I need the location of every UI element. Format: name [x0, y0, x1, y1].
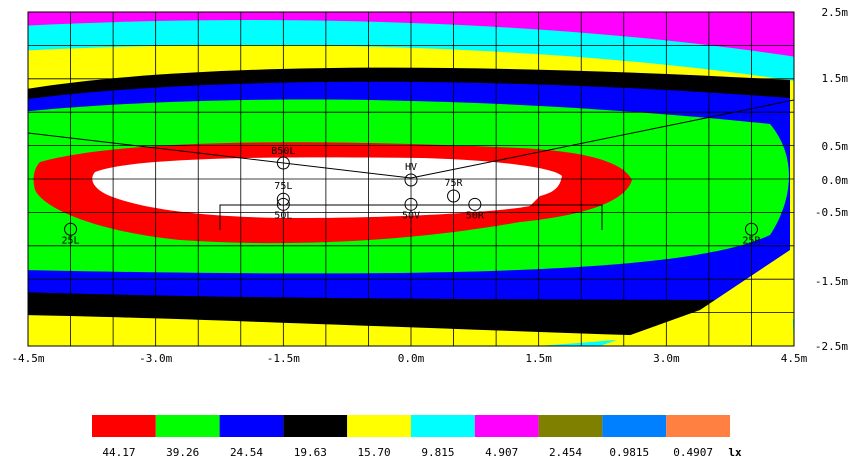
x-tick-label: 1.5m	[525, 352, 552, 365]
y-tick-label: 0.5m	[822, 140, 849, 153]
measurement-point-marker	[404, 197, 418, 211]
cutoff-right-rise-line	[499, 99, 794, 161]
measurement-point-marker	[64, 222, 78, 236]
legend-label: 4.907	[485, 446, 518, 459]
measurement-point-label: 75L	[274, 181, 292, 192]
y-axis-ticks: 2.5m 1.5m 0.5m 0.0m -0.5m -1.5m -2.5m	[815, 6, 848, 353]
x-tick-label: -1.5m	[267, 352, 300, 365]
measurement-point-marker	[276, 192, 290, 206]
zone-rectangle	[219, 204, 603, 230]
x-tick-label: 3.0m	[653, 352, 680, 365]
legend-swatch	[219, 415, 284, 437]
legend-unit: lx	[728, 446, 742, 459]
measurement-point-label: HV	[405, 162, 417, 173]
band-white	[92, 157, 562, 218]
legend-swatch	[474, 415, 539, 437]
legend-swatch	[538, 415, 603, 437]
measurement-point-label: 50R	[466, 210, 485, 221]
measurement-point-label: 75R	[445, 178, 464, 189]
legend-swatch	[347, 415, 411, 437]
band-yellow-lower-right	[600, 250, 794, 346]
legend-label: 9.815	[421, 446, 454, 459]
x-tick-label: 0.0m	[398, 352, 425, 365]
legend-swatch	[666, 415, 730, 437]
measurement-point-label: 25R	[742, 235, 761, 246]
grid-lines	[28, 12, 794, 346]
y-tick-label: 1.5m	[822, 72, 849, 85]
measurement-point-marker	[276, 197, 290, 211]
cutoff-right-line	[410, 159, 501, 179]
x-tick-label: 4.5m	[781, 352, 808, 365]
legend-swatch	[155, 415, 220, 437]
legend-label: 0.9815	[609, 446, 649, 459]
measurement-point-marker	[468, 197, 482, 211]
isolux-bands	[28, 12, 794, 346]
legend-label: 0.4907	[673, 446, 713, 459]
y-tick-label: -1.5m	[815, 275, 848, 288]
x-tick-label: -3.0m	[139, 352, 172, 365]
measurement-point-label: 50V	[402, 210, 420, 221]
measurement-point-label: 50L	[274, 210, 292, 221]
cutoff-lines	[28, 99, 794, 230]
legend-swatch	[602, 415, 667, 437]
measurement-point-label: B50L	[271, 146, 295, 157]
x-axis-ticks: -4.5m -3.0m -1.5m 0.0m 1.5m 3.0m 4.5m	[11, 352, 807, 365]
legend-swatch	[283, 415, 348, 437]
measurement-point-marker	[744, 222, 758, 236]
y-tick-label: -2.5m	[815, 340, 848, 353]
legend: 44.17 39.26 24.54 19.63 15.70 9.815 4.907 2.454…	[92, 415, 742, 459]
measurement-point-marker	[404, 173, 418, 187]
legend-label: 24.54	[230, 446, 263, 459]
y-tick-label: 2.5m	[822, 6, 849, 19]
legend-label: 2.454	[549, 446, 582, 459]
x-tick-label: -4.5m	[11, 352, 44, 365]
plot-frame	[27, 11, 795, 347]
measurement-point-marker	[447, 189, 461, 203]
legend-label: 19.63	[294, 446, 327, 459]
y-tick-label: -0.5m	[815, 206, 848, 219]
y-tick-label: 0.0m	[822, 174, 849, 187]
legend-label: 39.26	[166, 446, 199, 459]
legend-swatch	[92, 415, 156, 437]
measurement-points: B50L HV 75L 75R 50L 50V 50R 25L 25R	[62, 146, 762, 246]
measurement-point-label: 25L	[62, 235, 80, 246]
legend-swatch	[411, 415, 475, 437]
measurement-point-marker	[276, 156, 290, 170]
legend-label: 44.17	[102, 446, 135, 459]
cutoff-left-line	[28, 132, 412, 179]
legend-label: 15.70	[358, 446, 391, 459]
